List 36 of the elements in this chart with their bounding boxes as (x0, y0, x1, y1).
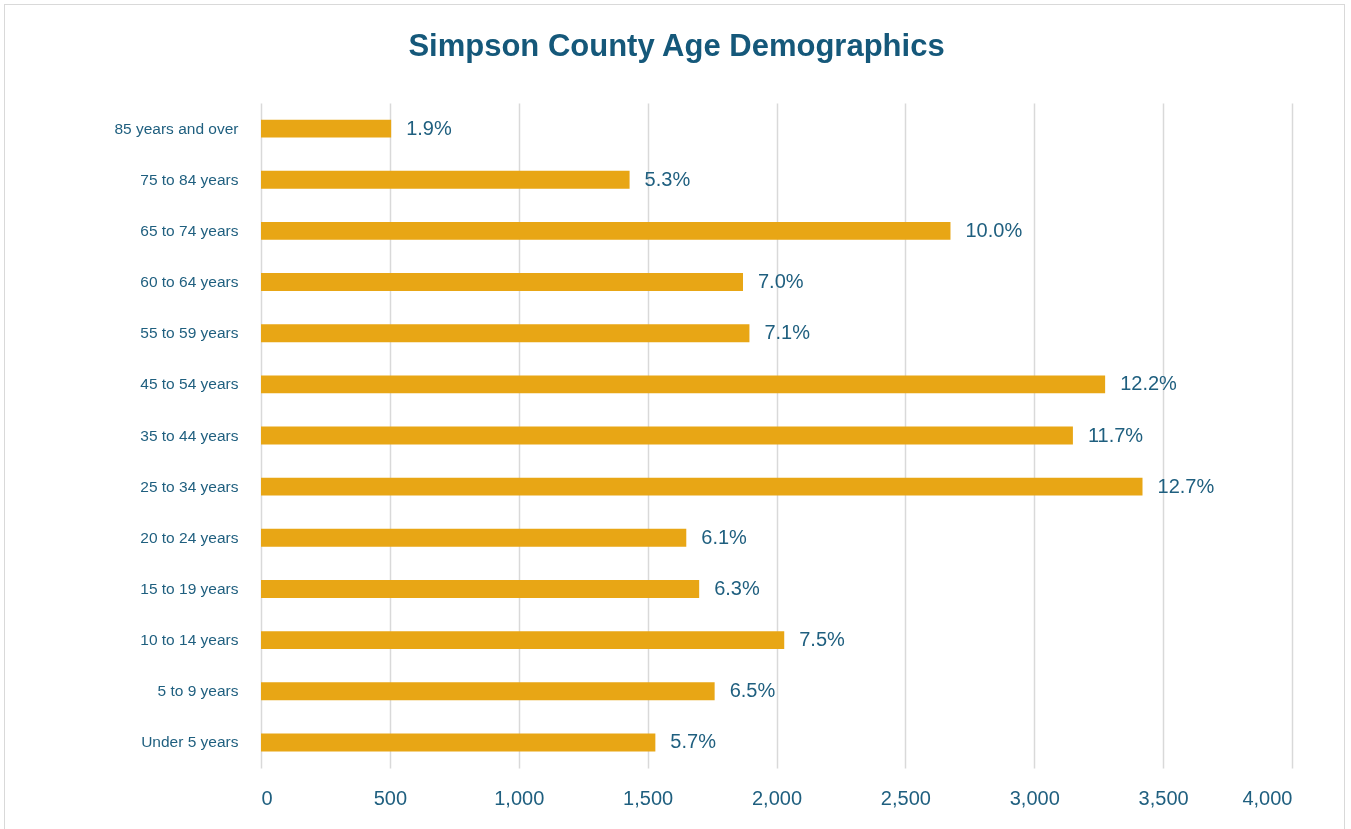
y-tick-label: 25 to 34 years (140, 477, 239, 495)
y-tick-label: 45 to 54 years (140, 375, 239, 393)
annotation: 6.1% (701, 525, 748, 548)
annotation: 7.1% (764, 321, 811, 344)
x-tick-label: 4,000 (1242, 786, 1293, 809)
y-tick-label: Under 5 years (141, 733, 239, 751)
x-tick-label: 3,000 (1009, 786, 1060, 809)
annotation: 7.5% (799, 628, 846, 651)
x-tick-label: 0 (261, 786, 273, 809)
x-tick-label: 2,000 (751, 786, 803, 809)
y-tick-label: 35 to 44 years (140, 426, 239, 444)
y-tick-label: 75 to 84 years (140, 170, 239, 188)
annotation: 12.2% (1120, 372, 1178, 395)
annotation: 10.0% (965, 218, 1023, 241)
y-tick-label: 85 years and over (114, 119, 239, 137)
y-tick-label: 10 to 14 years (140, 631, 239, 649)
y-tick-label: 55 to 59 years (140, 324, 239, 342)
annotation: 6.5% (729, 679, 776, 702)
chart-title: Simpson County Age Demographics (408, 28, 945, 63)
y-tick-label: 5 to 9 years (157, 682, 239, 700)
y-tick-label: 60 to 64 years (140, 273, 239, 291)
annotation: 5.7% (670, 730, 717, 753)
annotation: 1.9% (406, 116, 452, 139)
y-tick-label: 65 to 74 years (140, 221, 239, 239)
x-tick-label: 1,000 (494, 786, 545, 809)
y-tick-label: 20 to 24 years (140, 528, 239, 546)
x-tick-label: 1,500 (623, 786, 674, 809)
annotation: 7.0% (757, 270, 804, 293)
x-tick-label: 2,500 (880, 786, 931, 809)
x-tick-label: 500 (373, 786, 408, 809)
y-tick-label: 15 to 19 years (140, 579, 239, 597)
annotation: 11.7% (1087, 423, 1144, 446)
annotation: 12.7% (1157, 474, 1215, 497)
x-tick-label: 3,500 (1138, 786, 1189, 809)
annotation: 5.3% (644, 167, 691, 190)
annotation: 6.3% (714, 576, 760, 599)
